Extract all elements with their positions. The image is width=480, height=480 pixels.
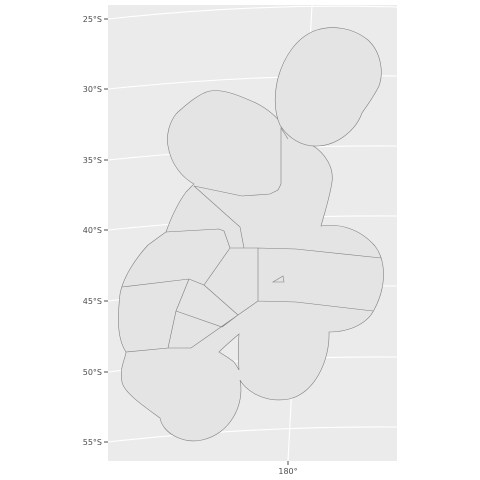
tick-label-45s: 45°S [83, 297, 102, 306]
tick-marks [104, 18, 289, 465]
tick-label-25s: 25°S [83, 15, 102, 24]
region-island-north [274, 27, 382, 147]
region-lake [271, 275, 285, 283]
tick-label-50s: 50°S [83, 368, 102, 377]
graticule-lat-55 [107, 426, 398, 443]
map-regions [118, 27, 384, 442]
tick-label-40s: 40°S [83, 226, 102, 235]
x-axis: 180° [278, 467, 297, 476]
internal-boundaries [121, 126, 382, 353]
tick-label-35s: 35°S [83, 156, 102, 165]
tick-label-180: 180° [278, 467, 297, 476]
graticule-lat-25 [107, 5, 398, 20]
tick-label-30s: 30°S [83, 85, 102, 94]
y-axis: 25°S 30°S 35°S 40°S 45°S 50°S 55°S [83, 15, 289, 465]
tick-label-55s: 55°S [83, 438, 102, 447]
